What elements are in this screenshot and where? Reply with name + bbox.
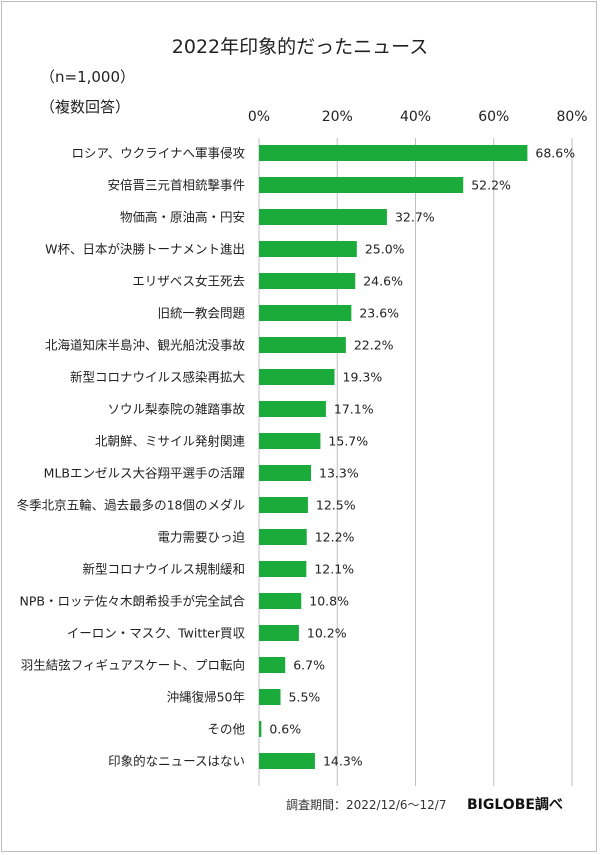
value-label: 13.3% <box>319 466 359 481</box>
category-label: その他 <box>207 722 245 737</box>
category-label: NPB・ロッテ佐々木朗希投手が完全試合 <box>20 594 246 609</box>
category-label: ソウル梨泰院の雑踏事故 <box>107 402 245 417</box>
category-label: 旧統一教会問題 <box>157 306 245 321</box>
source-brand: BIGLOBE調べ <box>467 797 563 813</box>
value-label: 10.8% <box>309 594 349 609</box>
bar <box>259 177 464 193</box>
bar <box>259 305 352 321</box>
value-label: 15.7% <box>328 434 368 449</box>
value-label: 0.6% <box>269 722 301 737</box>
bar <box>259 689 281 705</box>
value-label: 24.6% <box>363 274 403 289</box>
x-tick-label: 40% <box>400 109 431 125</box>
bar <box>259 273 356 289</box>
category-label: 安倍晋三元首相銃撃事件 <box>107 178 245 193</box>
sample-size-note: （n=1,000） <box>40 68 136 86</box>
bar <box>259 401 326 417</box>
bar <box>259 145 528 161</box>
category-label: 物価高・原油高・円安 <box>120 210 245 225</box>
value-label: 6.7% <box>293 658 325 673</box>
x-tick-label: 0% <box>248 109 270 125</box>
bar <box>259 497 308 513</box>
value-label: 5.5% <box>289 690 321 705</box>
x-tick-label: 80% <box>556 109 587 125</box>
value-label: 10.2% <box>307 626 347 641</box>
bar <box>259 337 346 353</box>
value-label: 68.6% <box>535 146 575 161</box>
bar <box>259 529 307 545</box>
value-label: 12.2% <box>315 530 355 545</box>
survey-period: 調査期間：2022/12/6〜12/7 <box>286 798 447 812</box>
bar <box>259 753 315 769</box>
bar <box>259 721 262 737</box>
bar <box>259 433 321 449</box>
category-label: 新型コロナウイルス感染再拡大 <box>70 370 245 385</box>
chart-title: 2022年印象的だったニュース <box>171 36 429 58</box>
category-label: 北海道知床半島沖、観光船沈没事故 <box>45 338 246 353</box>
x-tick-label: 20% <box>322 109 353 125</box>
value-label: 14.3% <box>323 754 363 769</box>
category-label: 冬季北京五輪、過去最多の18個のメダル <box>17 498 245 513</box>
value-label: 12.5% <box>316 498 356 513</box>
x-tick-label: 60% <box>478 109 509 125</box>
bar <box>259 625 299 641</box>
answer-type-note: （複数回答） <box>40 98 131 116</box>
bar <box>259 465 312 481</box>
value-label: 25.0% <box>365 242 405 257</box>
category-label: W杯、日本が決勝トーナメント進出 <box>45 242 245 257</box>
value-label: 22.2% <box>354 338 394 353</box>
bar <box>259 657 286 673</box>
category-label: 電力需要ひっ迫 <box>157 530 245 545</box>
value-label: 19.3% <box>343 370 383 385</box>
category-label: MLBエンゼルス大谷翔平選手の活躍 <box>44 466 245 481</box>
category-label: イーロン・マスク、Twitter買収 <box>67 626 246 641</box>
bar <box>259 593 302 609</box>
value-label: 32.7% <box>395 210 435 225</box>
category-label: エリザベス女王死去 <box>132 274 245 289</box>
category-label: 新型コロナウイルス規制緩和 <box>82 562 245 577</box>
category-label: 沖縄復帰50年 <box>167 690 245 705</box>
value-label: 23.6% <box>359 306 399 321</box>
category-label: ロシア、ウクライナへ軍事侵攻 <box>71 146 245 161</box>
bar <box>259 241 357 257</box>
bar <box>259 561 307 577</box>
value-label: 12.1% <box>314 562 354 577</box>
value-label: 17.1% <box>334 402 374 417</box>
bar <box>259 369 335 385</box>
value-label: 52.2% <box>471 178 511 193</box>
bar <box>259 209 387 225</box>
category-label: 印象的なニュースはない <box>108 754 245 769</box>
category-label: 羽生結弦フィギュアスケート、プロ転向 <box>21 658 245 673</box>
category-label: 北朝鮮、ミサイル発射関連 <box>95 434 246 449</box>
